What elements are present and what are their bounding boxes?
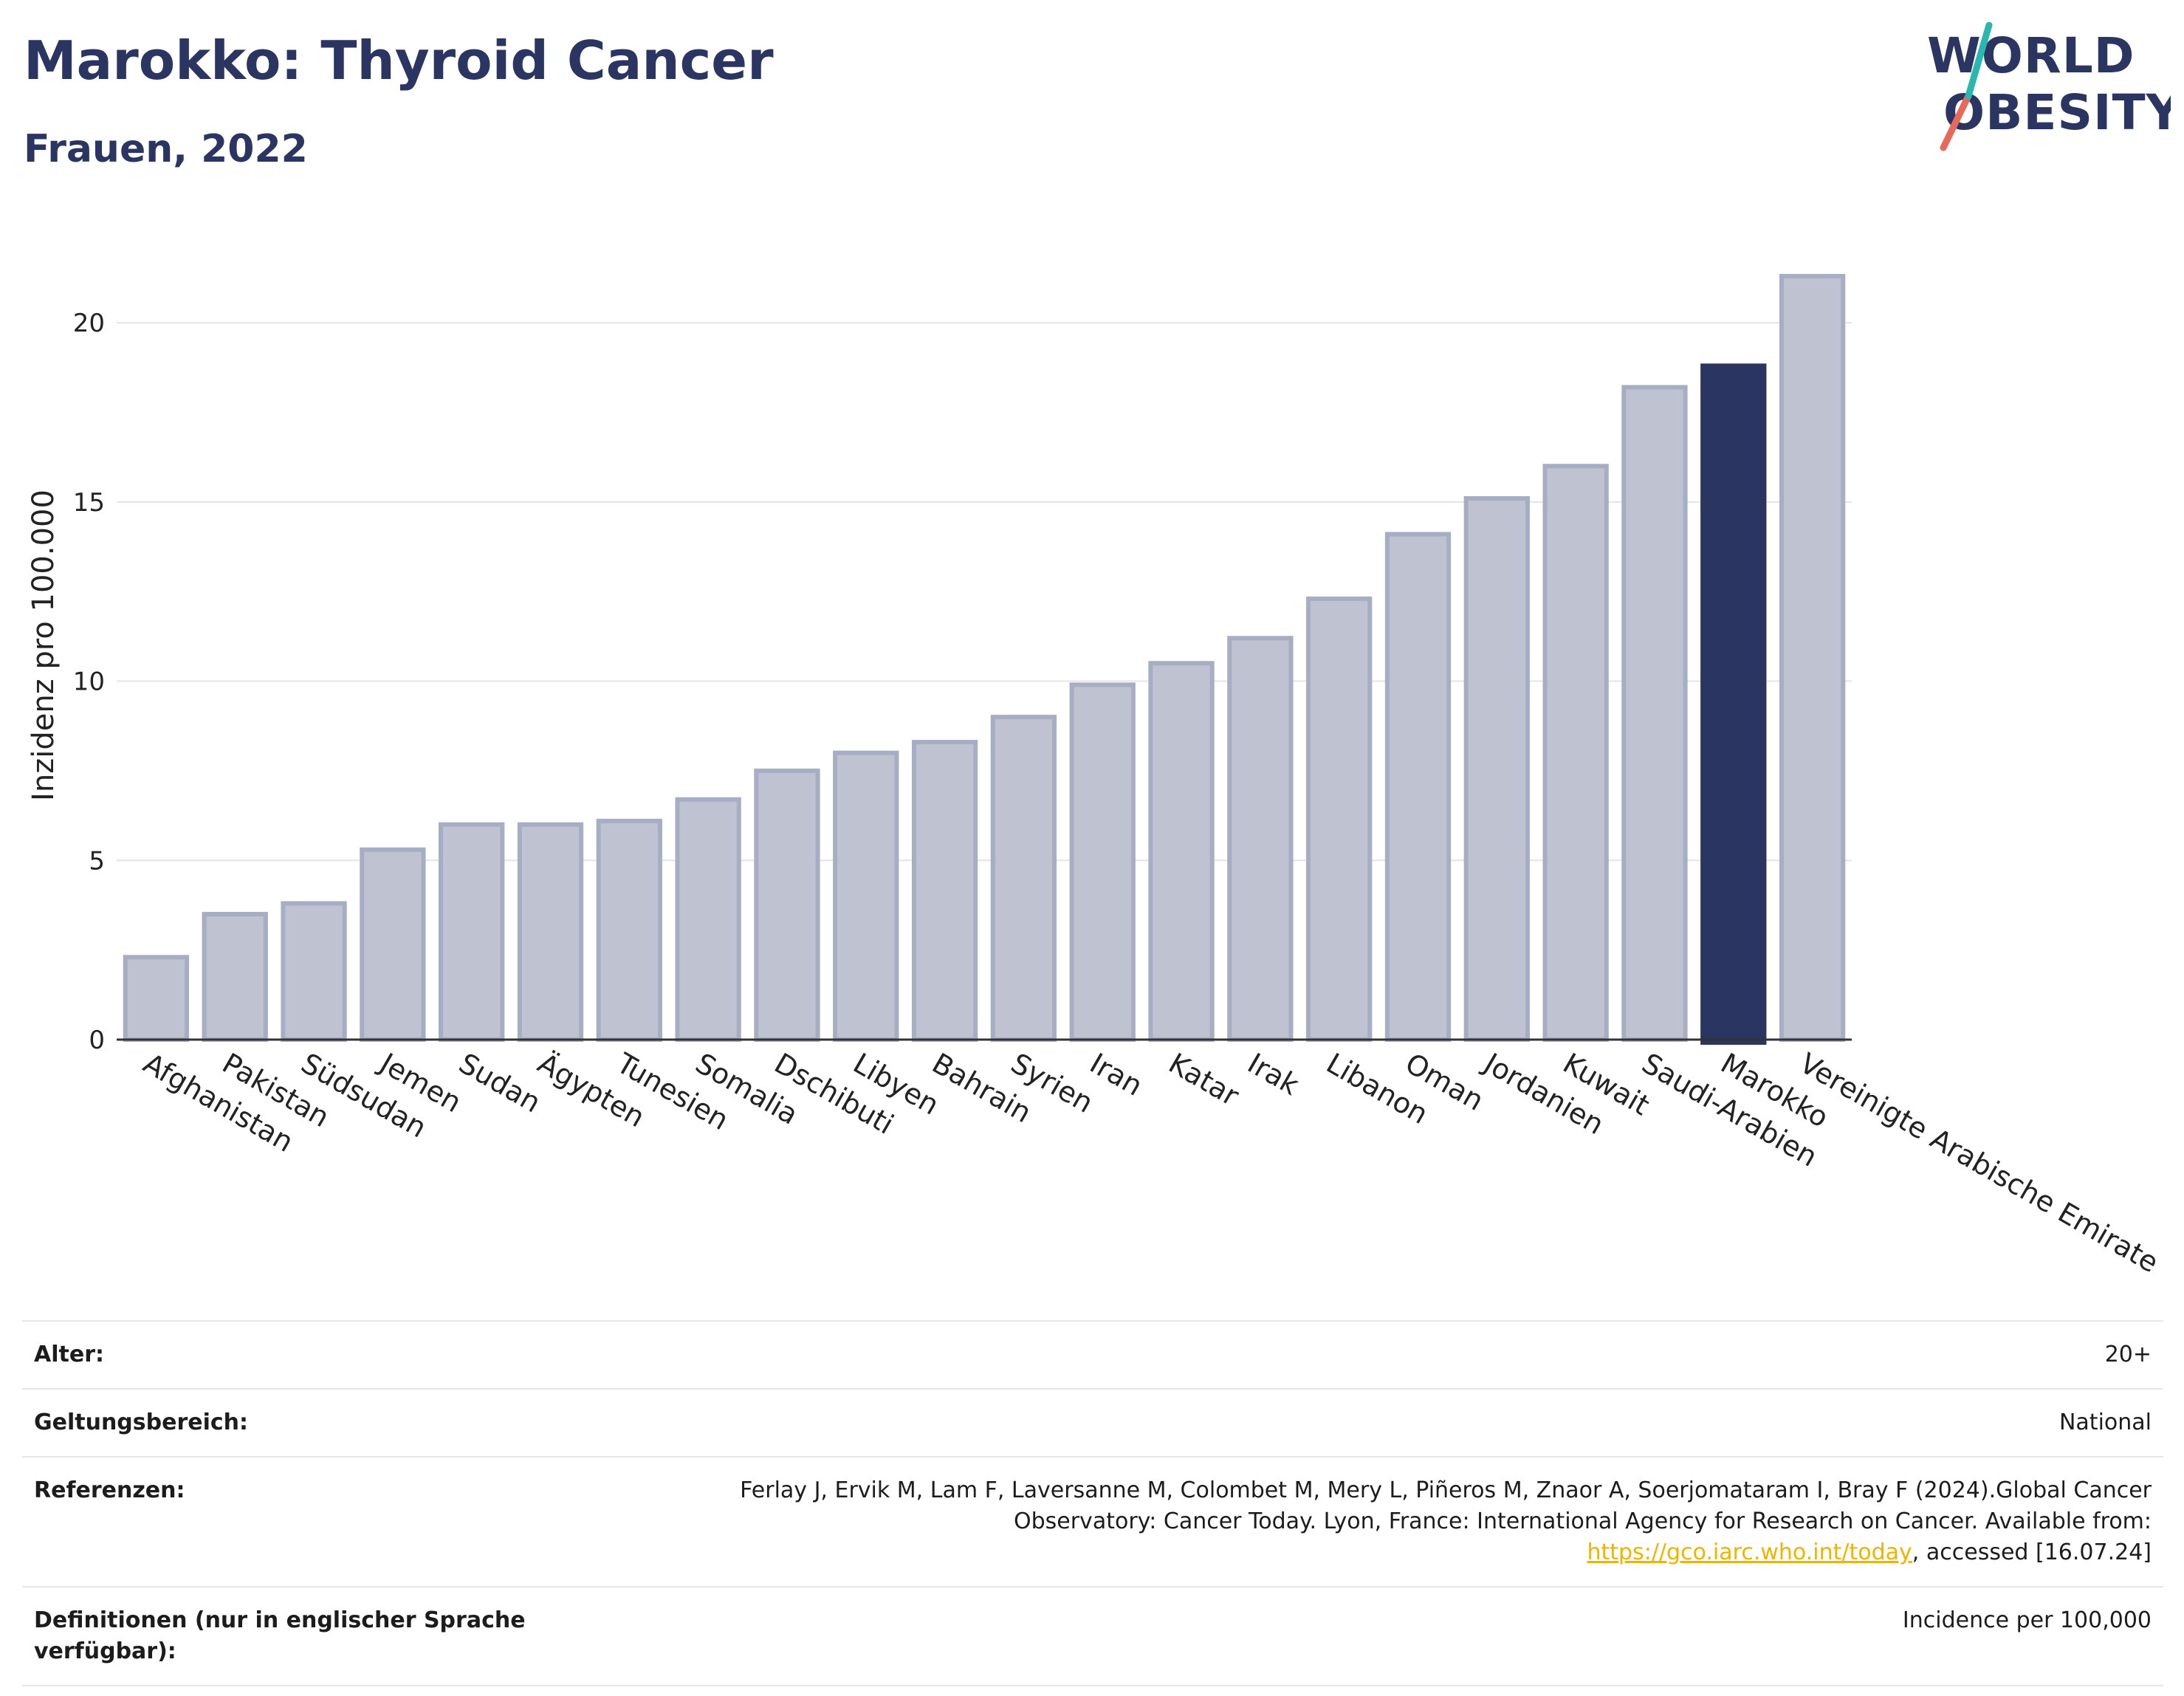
bar[interactable] — [675, 797, 741, 1043]
logo-word-world: WORLD — [1927, 27, 2135, 84]
bar[interactable] — [990, 715, 1057, 1042]
bars — [123, 273, 1846, 1045]
bar[interactable] — [911, 740, 978, 1043]
bar[interactable] — [360, 847, 426, 1043]
y-tick-label: 20 — [73, 309, 105, 338]
bar[interactable] — [1542, 464, 1609, 1043]
references-value: Ferlay J, Ervik M, Lam F, Laversanne M, … — [675, 1475, 2152, 1568]
references-label: Referenzen: — [34, 1477, 185, 1503]
y-tick-label: 15 — [73, 488, 105, 518]
chart-subtitle: Frauen, 2022 — [24, 127, 308, 171]
age-label: Alter: — [34, 1342, 104, 1367]
bar[interactable] — [1621, 385, 1688, 1042]
references-accessed: , accessed [16.07.24] — [1912, 1539, 2152, 1565]
bar[interactable] — [1148, 661, 1215, 1042]
references-text: Ferlay J, Ervik M, Lam F, Laversanne M, … — [740, 1477, 2152, 1534]
chart-title: Marokko: Thyroid Cancer — [24, 30, 774, 92]
scope-label: Geltungsbereich: — [34, 1410, 249, 1435]
references-link[interactable]: https://gco.iarc.who.int/today — [1587, 1539, 1912, 1565]
bar[interactable] — [281, 901, 347, 1043]
bar[interactable] — [123, 955, 190, 1043]
bar[interactable] — [596, 818, 662, 1042]
bar[interactable] — [1069, 682, 1136, 1043]
x-tick-labels: AfghanistanPakistanSüdsudanJemenSudanÄgy… — [138, 1046, 2164, 1280]
y-tick-label: 0 — [89, 1026, 105, 1055]
bar[interactable] — [202, 912, 268, 1042]
y-axis-title: Inzidenz pro 100.000 — [27, 490, 61, 801]
bar[interactable] — [517, 822, 584, 1043]
y-tick-label: 5 — [89, 846, 105, 876]
info-row-age: Alter: 20+ — [22, 1322, 2163, 1390]
bar[interactable] — [1384, 532, 1452, 1042]
x-tick-label: Irak — [1242, 1047, 1304, 1102]
age-value: 20+ — [2104, 1342, 2152, 1367]
info-row-definitions: Definitionen (nur in englischer Sprache … — [22, 1587, 2163, 1686]
y-tick-labels: 0 5 10 15 20 — [73, 309, 105, 1055]
info-row-scope: Geltungsbereich: National — [22, 1390, 2163, 1458]
x-tick-label: Sudan — [453, 1047, 546, 1119]
x-tick-label: Katar — [1164, 1047, 1245, 1113]
logo-slash-red — [1940, 92, 1972, 151]
bar-chart: 0 5 10 15 20 AfghanistanPakistanSüdsudanJeme… — [27, 273, 2164, 1280]
info-row-references: Referenzen: Ferlay J, Ervik M, Lam F, La… — [22, 1458, 2163, 1587]
y-tick-label: 10 — [73, 667, 105, 697]
bar[interactable] — [833, 750, 899, 1042]
x-tick-label: Vereinigte Arabische Emirate — [1794, 1047, 2164, 1280]
bar[interactable] — [1306, 596, 1373, 1042]
bar[interactable] — [1227, 636, 1294, 1042]
bar[interactable] — [439, 822, 505, 1043]
logo-slash-teal — [1965, 22, 1993, 100]
definitions-value: Incidence per 100,000 — [1902, 1607, 2152, 1633]
bar[interactable] — [1779, 273, 1846, 1043]
scope-value: National — [2058, 1410, 2152, 1435]
logo-word-obesity: OBESITY — [1943, 84, 2171, 141]
bar-highlight[interactable] — [1700, 363, 1767, 1045]
info-table: Alter: 20+ Geltungsbereich: National Ref… — [22, 1320, 2163, 1686]
bar[interactable] — [754, 768, 820, 1043]
world-obesity-logo: WORLD OBESITY — [1927, 22, 2171, 151]
bar[interactable] — [1463, 495, 1530, 1042]
definitions-label: Definitionen (nur in englischer Sprache … — [34, 1607, 526, 1664]
